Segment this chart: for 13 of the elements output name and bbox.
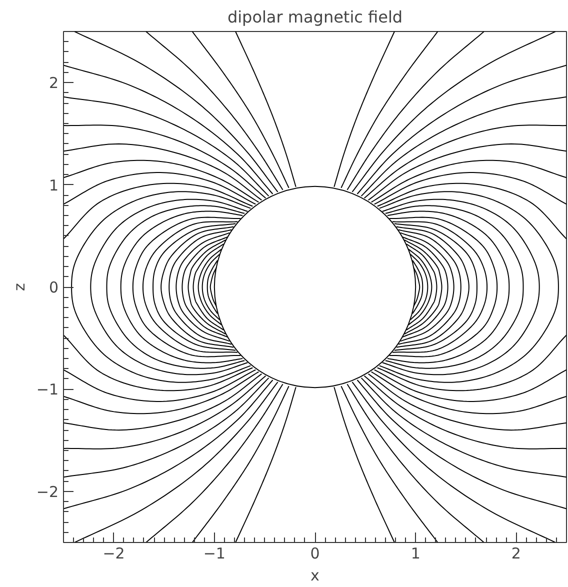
y-axis-title: z	[10, 282, 28, 291]
x-axis-title: x	[310, 566, 320, 584]
y-tick-label: 2	[48, 74, 59, 92]
x-tick-label: 0	[310, 544, 320, 562]
x-tick-label: 1	[410, 544, 420, 562]
y-tick-label: −1	[36, 380, 59, 399]
y-tick-label: 1	[48, 176, 59, 194]
y-tick-label: 0	[48, 278, 59, 296]
x-tick-label: −2	[102, 544, 125, 562]
y-tick-label: −2	[36, 482, 59, 501]
chart-title: dipolar magnetic field	[227, 8, 403, 26]
x-tick-label: 2	[511, 544, 521, 562]
x-tick-label: −1	[203, 544, 226, 562]
